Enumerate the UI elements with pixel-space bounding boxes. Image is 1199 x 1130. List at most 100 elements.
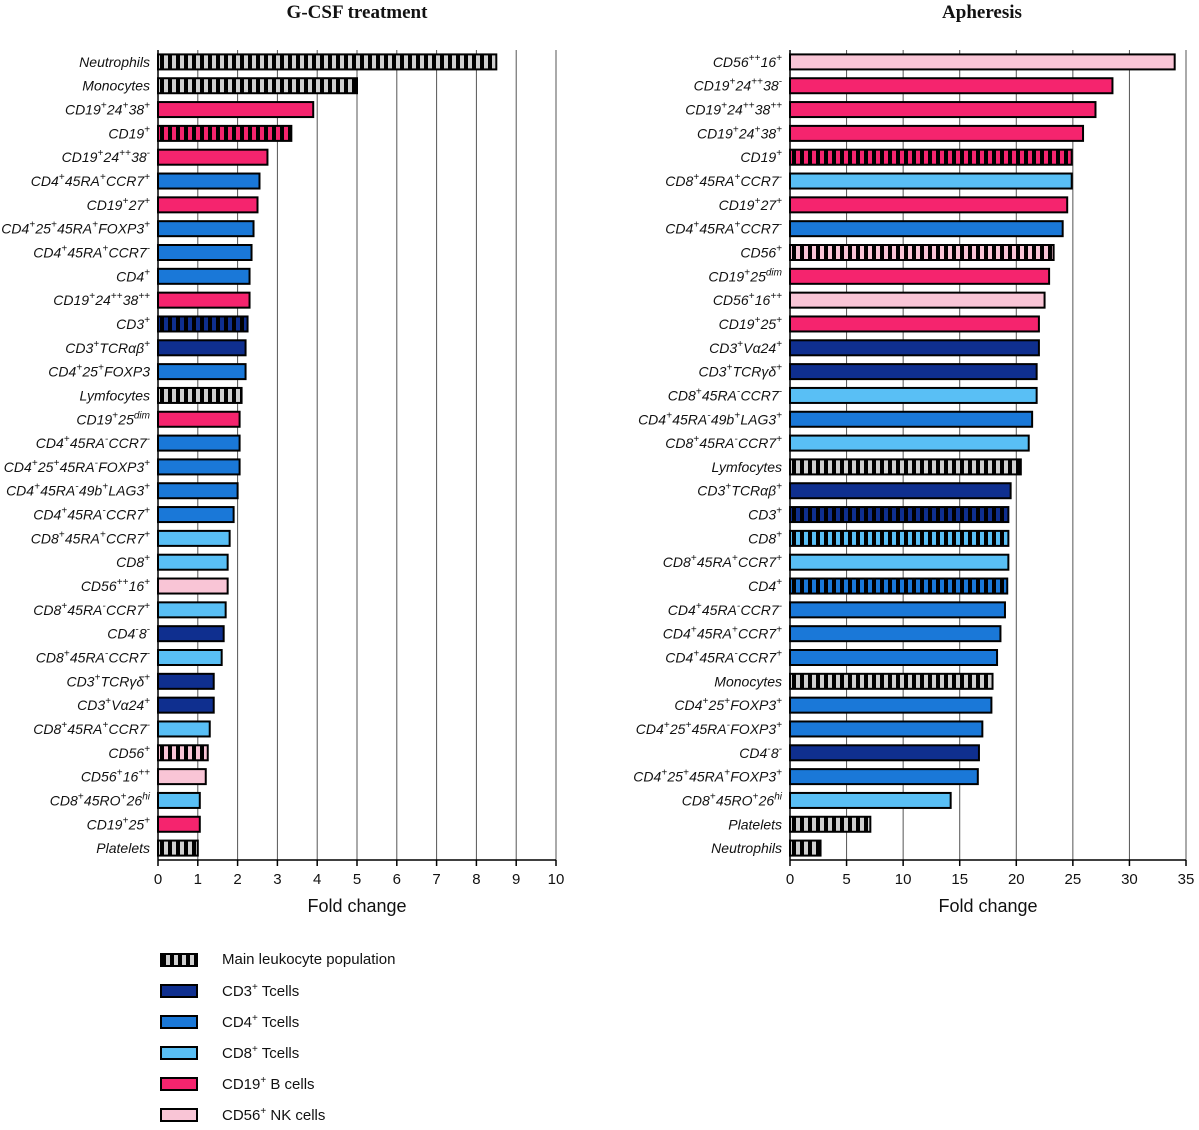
bar-label: CD8+ 45RA+ CCR7+	[663, 553, 782, 570]
bar	[158, 626, 224, 642]
bar-label: CD3+ Vα24+	[77, 696, 150, 713]
bar	[790, 387, 1037, 403]
bar-label: CD19+ 24+ 38+	[697, 124, 782, 141]
bar-label: CD56++ 16+	[81, 577, 150, 594]
bar	[790, 602, 1005, 618]
bar	[790, 54, 1175, 70]
bar-label: CD8+ 45RO+ 26hi	[50, 791, 151, 808]
bar	[158, 364, 246, 380]
bar	[158, 697, 214, 713]
bar-label: CD4+ 45RA+ CCR7-	[33, 244, 150, 261]
bar-label: CD4+ 25+ FOXP3	[48, 363, 150, 380]
x-tick-label: 15	[951, 871, 968, 888]
bar-label: CD4+ 25+ 45RA- FOXP3+	[636, 720, 782, 737]
bar	[790, 316, 1039, 332]
bar	[790, 292, 1045, 308]
bar-label: CD3+ TCRγδ+	[66, 672, 150, 689]
bar	[158, 602, 226, 618]
bar-label: Platelets	[96, 840, 150, 856]
x-tick-label: 10	[548, 871, 565, 888]
bar	[790, 626, 1001, 642]
bar-label: CD4+ 45RA+ CCR7+	[31, 172, 150, 189]
bar-stripes	[790, 245, 1054, 260]
bar-label: CD19+ 27+	[719, 196, 783, 213]
bar	[158, 554, 228, 570]
bar-label: CD56+ 16++	[713, 291, 782, 308]
bar	[158, 816, 200, 832]
x-tick-label: 0	[154, 871, 162, 888]
bar-label: Lymfocytes	[79, 387, 150, 403]
bar	[790, 173, 1072, 189]
bar-stripes	[158, 745, 208, 761]
bar-label: CD4+ 25+ 45RA+ FOXP3+	[633, 768, 782, 785]
bar-label: CD8+ 45RA- CCR7+	[665, 434, 782, 451]
legend-swatch	[160, 1107, 198, 1122]
bar	[158, 459, 240, 475]
x-tick-label: 7	[432, 871, 440, 888]
bar	[158, 340, 246, 356]
bar	[790, 221, 1063, 237]
bar-label: CD19+ 24+ 38+	[65, 101, 150, 118]
bar-stripes	[158, 125, 292, 141]
x-tick-label: 25	[1065, 871, 1082, 888]
chart-gcsf: G-CSF treatment Neutrophils Monocytes CD19+…	[1, 2, 564, 916]
bar	[158, 530, 230, 546]
bar-stripes	[790, 507, 1009, 523]
bar	[158, 149, 268, 165]
bar-label: CD8+ 45RA- CCR7+	[33, 601, 150, 618]
bar	[158, 435, 240, 451]
bar-label: CD19+ 24++ 38++	[53, 291, 150, 308]
x-tick-label: 3	[273, 871, 281, 888]
bar-label: CD8+	[116, 553, 150, 570]
bar-label: CD4+	[748, 577, 782, 594]
x-tick-label: 9	[512, 871, 520, 888]
bar-label: CD19+ 27+	[87, 196, 151, 213]
legend-label: CD56+ NK cells	[222, 1105, 326, 1124]
bar-label: CD4+	[116, 267, 150, 284]
bar-label: CD3+ TCRαβ+	[697, 482, 782, 499]
bar-label: CD4+ 45RA- CCR7-	[668, 601, 783, 618]
bar	[790, 769, 978, 785]
bar-label: CD3+ TCRαβ+	[65, 339, 150, 356]
bar-stripes	[158, 316, 248, 332]
x-tick-label: 10	[895, 871, 912, 888]
bar	[790, 268, 1050, 284]
x-axis-label: Fold change	[938, 896, 1037, 916]
legend-swatch	[160, 1045, 198, 1060]
bar-label: CD8+ 45RA+ CCR7+	[31, 529, 150, 546]
bar	[790, 102, 1096, 118]
bar-label: CD19+ 25dim	[708, 267, 782, 284]
bar-label: CD19+ 25+	[719, 315, 783, 332]
bar-label: CD8+ 45RA- CCR7-	[668, 386, 783, 403]
bar-label: CD19+	[740, 148, 782, 165]
bar	[158, 268, 250, 284]
bar-label: CD4+ 25+ 45RA- FOXP3+	[4, 458, 150, 475]
chart-title: G-CSF treatment	[287, 2, 429, 23]
bar	[790, 554, 1009, 570]
bar	[158, 292, 250, 308]
bar	[158, 507, 234, 523]
bar	[158, 673, 214, 689]
bar-label: Monocytes	[714, 673, 782, 689]
x-tick-label: 20	[1008, 871, 1025, 888]
legend-label: Main leukocyte population	[222, 951, 396, 968]
bar-label: CD19+ 25+	[87, 815, 151, 832]
bar-stripes	[790, 578, 1008, 594]
bar	[790, 340, 1039, 356]
bar	[790, 483, 1011, 499]
bar	[158, 483, 238, 499]
bar-label: Lymfocytes	[711, 459, 782, 475]
bar	[158, 411, 240, 427]
bar-stripes	[158, 387, 242, 403]
bar-label: CD3+ Vα24+	[709, 339, 782, 356]
legend-swatch	[160, 983, 198, 998]
bar-label: CD4+ 45RA- CCR7+	[33, 506, 150, 523]
bar-label: CD8+ 45RA+ CCR7-	[665, 172, 782, 189]
legend-swatch	[160, 1076, 198, 1091]
x-axis-label: Fold change	[307, 896, 406, 916]
legend-label: CD19+ B cells	[222, 1074, 315, 1093]
bar	[158, 792, 200, 808]
bar	[790, 792, 951, 808]
bar-stripes	[158, 78, 357, 94]
bar	[790, 650, 998, 665]
